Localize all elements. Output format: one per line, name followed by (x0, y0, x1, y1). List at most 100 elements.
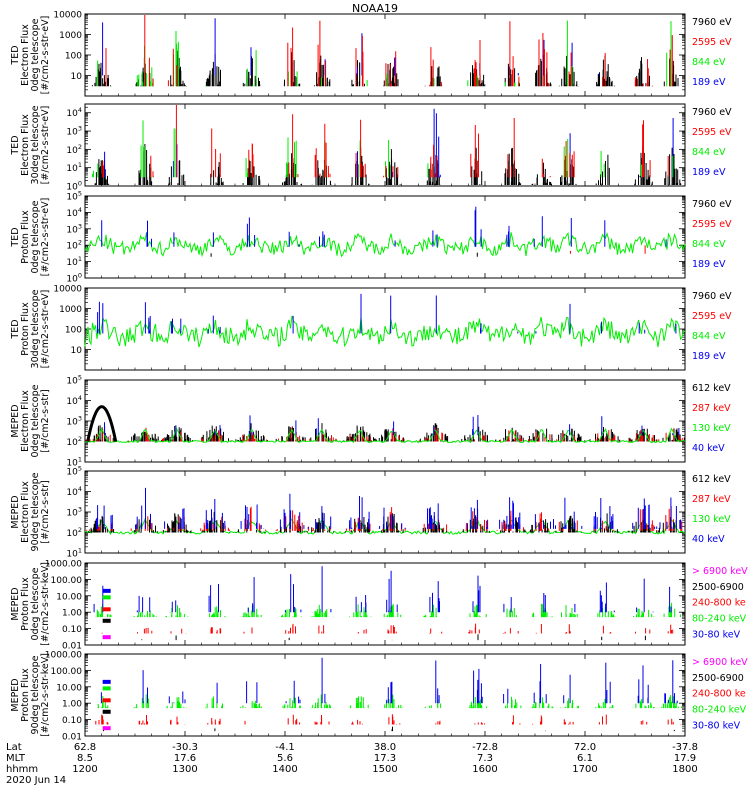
legend-entry: 40 keV (692, 534, 725, 545)
y-tick-label: 101 (66, 547, 82, 560)
legend-entry: 189 eV (692, 167, 726, 178)
series-marks (93, 566, 681, 641)
series-00ee00 (97, 20, 672, 87)
y-label-line: TED (10, 227, 21, 247)
y-label-line: Electron Flux (20, 481, 31, 543)
legend-entry: 30-80 keV (692, 629, 741, 640)
x-row-value: 1700 (572, 764, 597, 775)
plot-title: NOAA19 (352, 2, 398, 15)
x-row-value: 17.3 (374, 753, 396, 764)
legend-entry: 2595 eV (692, 219, 732, 230)
y-tick-label: 105 (66, 374, 82, 387)
legend-entry: 844 eV (692, 57, 726, 68)
series-band (84, 427, 686, 444)
series-0000ee (101, 206, 667, 247)
x-row-value: -37.8 (672, 742, 698, 753)
y-tick-label: 0.01 (62, 642, 82, 652)
y-label-line: MEPED (10, 587, 21, 620)
y-tick-label: 102 (66, 239, 82, 252)
panel-frame (84, 562, 686, 646)
y-label-line: Electron Flux (20, 114, 31, 176)
y-axis-label: TED Proton Flux 30deg telescope [#/cm2-s-st… (10, 289, 51, 368)
series-marks (91, 15, 679, 87)
series-000000 (94, 144, 682, 185)
series-ff0000 (102, 105, 669, 178)
y-label-line: TED (10, 45, 21, 65)
series-ff0000 (569, 245, 646, 254)
series-00ee00 (97, 694, 682, 709)
series-marks (84, 487, 686, 536)
y-label-line: [#/cm2-s-str-keV] (40, 653, 51, 737)
y-tick-label: 102 (66, 143, 82, 156)
y-label-line: Proton Flux (20, 668, 31, 722)
y-tick-label: 1.00 (62, 700, 82, 710)
legend-entry: 2500-6900 (692, 673, 744, 684)
y-axis-label: TED Electron Flux 30deg telescope [#/cm2-s-… (10, 105, 51, 184)
y-tick-label: 103 (66, 506, 82, 519)
legend-entry: 80-240 keV (692, 705, 747, 716)
x-row-label: hhmm (6, 764, 38, 775)
y-label-line: [#/cm2-s-str-keV] (40, 562, 51, 646)
series-ff0000 (101, 623, 674, 634)
x-row-value: 1600 (472, 764, 497, 775)
series-000000 (210, 252, 478, 257)
y-label-line: 90deg telescope (30, 472, 41, 551)
legend-entry: 612 keV (692, 474, 731, 485)
y-tick-label: 100.00 (51, 667, 83, 677)
y-label-line: TED (10, 135, 21, 155)
y-axis-label: TED Electron Flux 0deg telescope [#/cm2-s-s… (10, 16, 51, 95)
y-tick-label: 0.01 (62, 733, 82, 743)
y-label-line: [#/cm2-s-str-eV] (40, 290, 51, 369)
series-marks (84, 206, 686, 258)
series-000000 (103, 726, 675, 732)
y-label-line: MEPED (10, 495, 21, 528)
x-row-value: 1200 (72, 764, 97, 775)
series-0000ee (96, 487, 682, 529)
panel-frame (84, 13, 686, 97)
y-tick-label: 100 (65, 326, 82, 336)
legend-entry: 287 keV (692, 403, 731, 414)
y-label-line: Proton Flux (20, 302, 31, 356)
x-row-value: -4.1 (275, 742, 295, 753)
legend-entry: 189 eV (692, 351, 726, 362)
panel-frame (84, 379, 686, 463)
legend-entry: 287 keV (692, 494, 731, 505)
y-label-line: [#/cm2-s-str-eV] (40, 198, 51, 277)
y-label-line: MEPED (10, 678, 21, 711)
x-row-value: 7.3 (477, 753, 493, 764)
legend-entry: 2595 eV (692, 127, 732, 138)
y-axis-label: MEPED Proton Flux 90deg telescope [#/cm2-s-… (10, 653, 51, 737)
legend-entry: 2500-6900 (692, 582, 744, 593)
y-tick-label: 10 (71, 346, 83, 356)
legend-entry: 2595 eV (692, 311, 732, 322)
x-row-value: 6.1 (577, 753, 593, 764)
x-axis-labels: Lat 62.8 -30.3 -4.1 38.0 -72.8 72.0 -37.8 MLT 8.5… (6, 742, 698, 786)
y-axis-label: MEPED Electron Flux 0deg telescope [#/cm2-s… (10, 384, 51, 457)
y-label-line: Proton Flux (20, 577, 31, 631)
y-tick-label: 104 (66, 394, 82, 407)
x-row-value: 62.8 (74, 742, 96, 753)
legend-entry: 844 eV (692, 147, 726, 158)
legend-entry: 7960 eV (692, 107, 732, 118)
series-0000ee (97, 293, 677, 334)
series-bump (86, 405, 118, 442)
x-row-value: 1400 (272, 764, 297, 775)
y-tick-label: 101 (66, 255, 82, 268)
y-tick-label: 103 (66, 125, 82, 138)
y-tick-label: 103 (66, 222, 82, 235)
series-0000ee (100, 657, 678, 704)
y-label-line: 30deg telescope (30, 105, 41, 184)
y-tick-label: 0.10 (62, 625, 82, 635)
legend-entry: 80-240 keV (692, 614, 747, 625)
y-tick-label: 10.00 (56, 592, 82, 602)
series-marks (84, 293, 686, 348)
legend-entry: 240-800 ke (692, 598, 746, 609)
series-marks (95, 657, 682, 732)
y-tick-label: 101 (66, 161, 82, 174)
